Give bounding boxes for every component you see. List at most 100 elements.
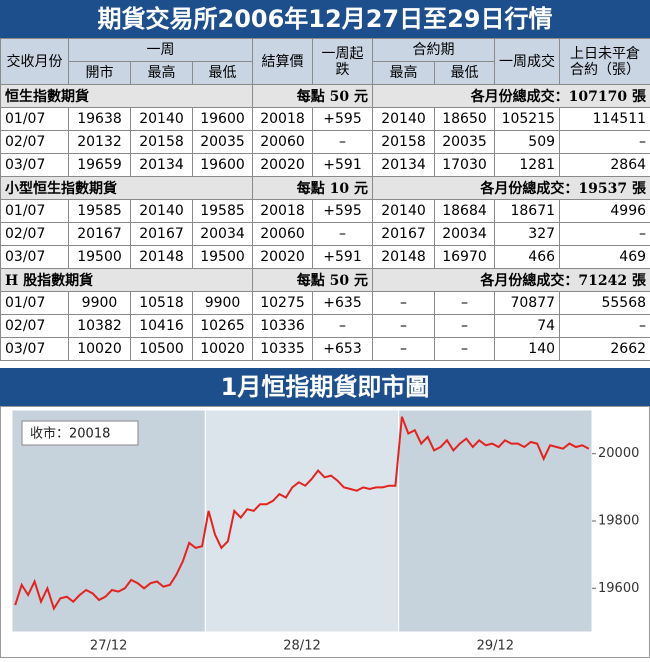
- cell: 20158: [372, 130, 436, 154]
- cell: 各月份總成交：71242 張: [372, 268, 650, 292]
- cell: –: [434, 314, 496, 338]
- header-cell: 一周成交: [494, 38, 561, 85]
- cell: 20034: [434, 222, 496, 246]
- cell: –: [312, 314, 374, 338]
- cell: 20132: [68, 130, 131, 154]
- cell: 19600: [191, 107, 254, 131]
- x-tick-label: 28/12: [283, 639, 320, 654]
- cell: 每點 50 元: [252, 84, 374, 108]
- cell: 4996: [559, 199, 650, 223]
- cell: 10416: [130, 314, 193, 338]
- cell: 9900: [191, 291, 254, 315]
- cell: +635: [312, 291, 374, 315]
- cell: 105215: [494, 107, 561, 131]
- cell: 01/07: [0, 291, 69, 315]
- chart-title: 1月恒指期貨即市圖: [221, 373, 430, 401]
- cell: +595: [312, 199, 374, 223]
- cell: 10020: [68, 337, 131, 361]
- table-row: 01/07 19585 20140 19585 20018 +595 20140 18684 1…: [0, 199, 650, 223]
- cell: 各月份總成交：19537 張: [372, 176, 650, 200]
- cell: 19659: [68, 153, 131, 177]
- cell: 10020: [191, 337, 254, 361]
- cell: –: [312, 222, 374, 246]
- cell: 20060: [252, 222, 314, 246]
- cell: 10382: [68, 314, 131, 338]
- cell: 327: [494, 222, 561, 246]
- cell: 各月份總成交：107170 張: [372, 84, 650, 108]
- page-title: 期貨交易所2006年12月27日至29日行情: [0, 0, 650, 38]
- cell: 20035: [434, 130, 496, 154]
- cell: 9900: [68, 291, 131, 315]
- table-row: 01/07 9900 10518 9900 10275 +635– –70877 55568: [0, 291, 650, 315]
- cell: 02/07: [0, 130, 69, 154]
- header-cell: 交收月份: [0, 38, 69, 85]
- cell: –: [559, 314, 650, 338]
- table-row: H 股指數期貨 每點 50 元各月份總成交：71242 張: [0, 268, 650, 292]
- cell: 1281: [494, 153, 561, 177]
- cell: 20148: [372, 245, 436, 269]
- cell: 20018: [252, 107, 314, 131]
- header-cell: 最低: [191, 61, 254, 85]
- cell: 20167: [372, 222, 436, 246]
- cell: 每點 10 元: [252, 176, 374, 200]
- header-cell: 上日未平倉合約（張）: [559, 38, 650, 85]
- cell: 55568: [559, 291, 650, 315]
- cell: 16970: [434, 245, 496, 269]
- cell: 469: [559, 245, 650, 269]
- cell: 509: [494, 130, 561, 154]
- cell: 10335: [252, 337, 314, 361]
- table-row: 02/07 10382 10416 10265 10336– – –74–: [0, 314, 650, 338]
- cell: +591: [312, 153, 374, 177]
- cell: –: [434, 337, 496, 361]
- cell: 恒生指數期貨: [0, 84, 254, 108]
- y-tick-label: 19800: [598, 514, 639, 529]
- cell: 20020: [252, 153, 314, 177]
- table-body: 恒生指數期貨 每點 50 元各月份總成交：107170 張 01/07 19638 20…: [0, 84, 650, 361]
- cell: H 股指數期貨: [0, 268, 254, 292]
- cell: 10336: [252, 314, 314, 338]
- cell: 03/07: [0, 337, 69, 361]
- table-row: 03/07 19659 20134 19600 20020 +591 20134 17030 1…: [0, 153, 650, 177]
- header-cell: 一周起跌: [312, 38, 374, 85]
- cell: 20018: [252, 199, 314, 223]
- header-cell: 開市: [68, 61, 131, 85]
- y-tick-label: 20000: [598, 446, 639, 461]
- header-cell: 最高: [372, 61, 436, 85]
- table-row: 小型恒生指數期貨 每點 10 元各月份總成交：19537 張: [0, 176, 650, 200]
- cell: 2864: [559, 153, 650, 177]
- cell: 20134: [372, 153, 436, 177]
- cell: 20140: [130, 199, 193, 223]
- cell: 20140: [372, 107, 436, 131]
- cell: 每點 50 元: [252, 268, 374, 292]
- cell: 19638: [68, 107, 131, 131]
- cell: 74: [494, 314, 561, 338]
- cell: 20034: [191, 222, 254, 246]
- chart: 1月恒指期貨即市圖 27/12 28/12 29/12 19600 19800 20000…: [0, 368, 650, 658]
- cell: 114511: [559, 107, 650, 131]
- cell: 18671: [494, 199, 561, 223]
- cell: –: [372, 314, 436, 338]
- annotation-box: [21, 420, 139, 446]
- cell: 17030: [434, 153, 496, 177]
- x-tick-label: 27/12: [90, 639, 127, 654]
- y-tick-label: 19600: [598, 581, 639, 596]
- cell: 19585: [68, 199, 131, 223]
- cell: –: [434, 291, 496, 315]
- header-cell: 一周: [67, 38, 254, 62]
- cell: +595: [312, 107, 374, 131]
- cell: –: [559, 130, 650, 154]
- cell: 20158: [130, 130, 193, 154]
- cell: 19600: [191, 153, 254, 177]
- cell: 20020: [252, 245, 314, 269]
- header-cell: 最高: [130, 61, 193, 85]
- cell: 01/07: [0, 199, 69, 223]
- cell: 70877: [494, 291, 561, 315]
- cell: 466: [494, 245, 561, 269]
- day-panel: [204, 409, 400, 633]
- cell: +653: [312, 337, 374, 361]
- cell: 19585: [191, 199, 254, 223]
- chart-title-bar: [0, 368, 650, 406]
- cell: 19500: [68, 245, 131, 269]
- cell: 140: [494, 337, 561, 361]
